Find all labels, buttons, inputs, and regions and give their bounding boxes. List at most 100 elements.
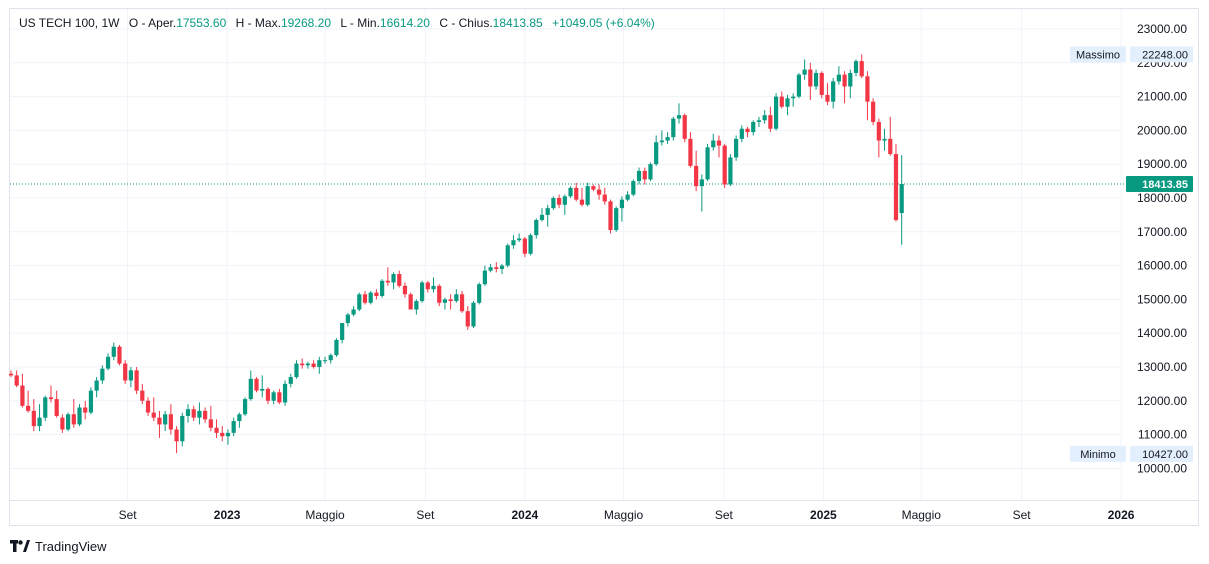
candle-body: [385, 280, 390, 283]
candle-body: [340, 323, 345, 340]
candle-body: [77, 407, 82, 425]
candle: [836, 66, 841, 85]
candle: [431, 277, 436, 293]
candle-body: [551, 197, 556, 209]
candle-body: [437, 285, 442, 303]
candle-body: [859, 61, 864, 77]
price-axis[interactable]: 10000.00 11000.00 12000.00 13000.00 14000.00…: [1137, 22, 1187, 475]
candle-body: [711, 140, 716, 148]
candle-body: [305, 363, 310, 366]
candle: [699, 174, 704, 212]
candle-body: [614, 208, 619, 231]
candle-body: [180, 415, 185, 442]
candle-body: [288, 377, 293, 384]
candle: [522, 236, 527, 258]
candle-body: [825, 94, 830, 102]
candle-body: [465, 311, 470, 327]
candle-body: [140, 390, 145, 401]
candle: [448, 294, 453, 310]
candle-body: [265, 388, 271, 401]
candle: [117, 344, 122, 366]
chart-frame[interactable]: [9, 8, 1199, 526]
candle-body: [368, 292, 373, 303]
candle: [465, 306, 470, 330]
candle: [368, 290, 373, 305]
candle: [425, 280, 430, 293]
candle: [340, 323, 345, 344]
y-tick-label: 21000.00: [1137, 90, 1187, 104]
candle: [265, 387, 271, 405]
candle-body: [111, 346, 116, 357]
candle: [825, 83, 830, 106]
min-marker-label-bg: [1070, 445, 1126, 462]
candle: [65, 412, 71, 432]
candle-body: [842, 74, 847, 87]
candle: [48, 385, 54, 403]
max-marker-label: Massimo: [1076, 49, 1120, 61]
candle-body: [539, 214, 545, 220]
candle: [785, 94, 790, 116]
candle: [71, 399, 76, 428]
candle: [528, 233, 533, 256]
x-tick-label: Maggio: [305, 508, 345, 522]
candle: [26, 390, 31, 413]
candle: [648, 162, 653, 182]
candle: [768, 106, 773, 133]
candle: [362, 290, 368, 305]
time-axis[interactable]: Set 2023 Maggio Set 2024 Maggio Set 2025 Maggio S…: [10, 500, 1199, 523]
candle: [260, 375, 265, 398]
candle-body: [197, 410, 202, 418]
candle-body: [557, 197, 562, 205]
candle: [625, 191, 630, 202]
candle: [779, 91, 784, 109]
candle: [602, 187, 607, 205]
candle: [437, 284, 442, 307]
candle: [728, 154, 733, 187]
candle-body: [865, 76, 870, 102]
legend-close-value: 18413.85: [492, 16, 543, 30]
candle-body: [225, 432, 231, 437]
candle: [214, 419, 219, 438]
candle: [197, 402, 202, 425]
candle: [77, 404, 82, 427]
candle-body: [391, 274, 396, 283]
candle: [773, 93, 779, 131]
candle-body: [871, 101, 876, 122]
candle: [168, 404, 173, 435]
candle-body: [648, 164, 653, 180]
candle: [414, 299, 419, 315]
legend-change: +1049.05 (+6.04%): [552, 16, 655, 30]
candle: [151, 397, 156, 422]
candle: [596, 184, 602, 200]
candle: [499, 263, 505, 275]
x-tick-label: Maggio: [902, 508, 942, 522]
max-marker-value-bg: [1130, 46, 1193, 63]
candle-body: [191, 409, 196, 418]
candle-body: [625, 194, 630, 200]
candle-body: [505, 245, 510, 266]
legend-low-value: 16614.20: [379, 16, 430, 30]
candle-body: [762, 115, 767, 121]
candle: [819, 71, 824, 99]
legend-close-label: C - Chius.: [439, 16, 493, 30]
candle-body: [899, 184, 904, 214]
x-tick-label: Set: [715, 508, 734, 522]
candle: [100, 365, 105, 384]
candle: [899, 155, 904, 245]
candle-body: [796, 74, 802, 97]
y-tick-label: 15000.00: [1137, 292, 1187, 306]
candle-body: [71, 414, 76, 425]
candle: [676, 103, 682, 124]
candle-body: [248, 378, 253, 400]
candle-body: [579, 199, 585, 205]
candle-body: [705, 147, 710, 180]
candle: [682, 113, 687, 143]
candle: [83, 400, 88, 420]
candle: [317, 356, 322, 374]
candle-body: [785, 98, 790, 107]
candle-body: [522, 238, 527, 254]
legend-symbol[interactable]: US TECH 100, 1W: [19, 16, 120, 30]
y-tick-label: 18000.00: [1137, 191, 1187, 205]
tradingview-branding[interactable]: TradingView: [10, 538, 107, 554]
